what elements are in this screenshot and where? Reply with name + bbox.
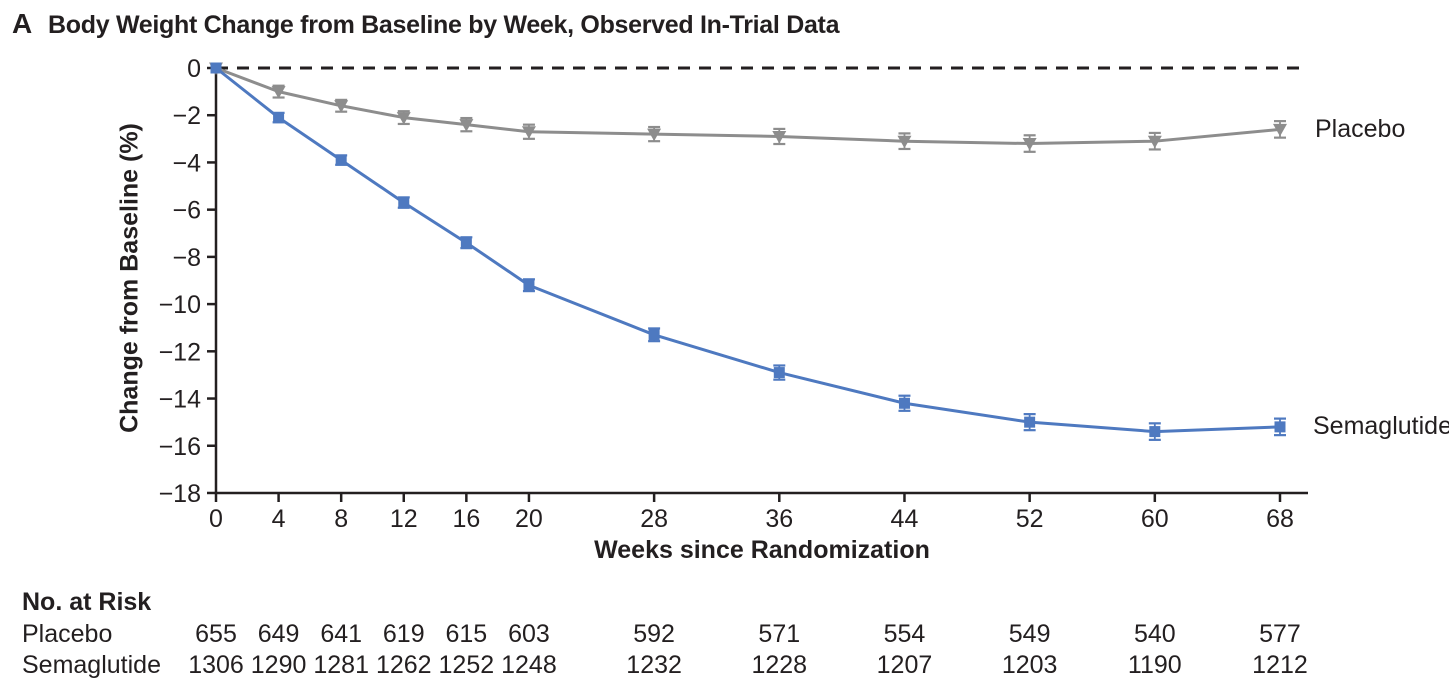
x-tick-label: 68	[1266, 505, 1294, 533]
series-label-placebo: Placebo	[1315, 115, 1406, 143]
at-risk-value: 1212	[1252, 651, 1308, 679]
x-tick-label: 44	[891, 505, 919, 533]
panel-letter: A	[12, 8, 33, 39]
x-tick-label: 20	[515, 505, 543, 533]
at-risk-row-label-semaglutide: Semaglutide	[22, 651, 161, 679]
at-risk-value: 1190	[1127, 651, 1182, 679]
y-tick-label: −12	[159, 338, 201, 366]
data-point-marker-square	[210, 62, 222, 74]
y-tick-label: −2	[172, 102, 201, 130]
data-point-marker-triangle-down	[772, 130, 787, 144]
data-point-marker-square	[460, 237, 472, 249]
data-point-marker-triangle-down	[396, 112, 411, 125]
at-risk-value: 1232	[626, 651, 682, 679]
at-risk-value: 1228	[751, 651, 808, 679]
at-risk-value: 1207	[876, 651, 933, 679]
y-tick-label: −8	[172, 244, 201, 272]
y-tick-label: −10	[159, 291, 201, 319]
series-line	[215, 66, 1281, 146]
at-risk-value: 1262	[375, 651, 432, 679]
at-risk-value: 641	[320, 620, 363, 648]
at-risk-value: 540	[1133, 620, 1176, 648]
at-risk-value: 655	[195, 620, 237, 648]
x-tick-label: 52	[1016, 505, 1044, 533]
at-risk-value: 571	[758, 620, 801, 648]
x-tick-label: 4	[272, 505, 286, 533]
at-risk-header: No. at Risk	[22, 588, 152, 616]
y-tick-label: −18	[159, 480, 201, 508]
at-risk-value: 1306	[188, 651, 244, 679]
data-point-marker-square	[648, 329, 660, 341]
at-risk-row-label-placebo: Placebo	[22, 620, 113, 648]
at-risk-value: 1203	[1001, 651, 1058, 679]
x-tick-label: 60	[1141, 505, 1169, 533]
data-point-marker-square	[773, 367, 785, 379]
x-tick-label: 8	[334, 505, 348, 533]
at-risk-value: 549	[1008, 620, 1051, 648]
at-risk-value: 577	[1259, 620, 1301, 648]
data-point-marker-triangle-down	[1147, 135, 1162, 149]
series-line	[215, 66, 1281, 434]
axes: 0 −2 −4 −6 −8 −10 −12 −14 −16 −18 0 4 8 12 16 20 28 36 44 5…	[159, 55, 1308, 533]
at-risk-value: 592	[633, 620, 675, 648]
chart-title: Body Weight Change from Baseline by Week…	[48, 11, 840, 39]
data-point-marker-square	[1149, 426, 1161, 438]
data-point-marker-triangle-down	[1022, 138, 1037, 151]
series-placebo	[209, 62, 1287, 153]
at-risk-value: 1248	[501, 651, 557, 679]
x-tick-label: 16	[452, 505, 480, 533]
data-point-marker-square	[523, 279, 535, 291]
x-axis-label: Weeks since Randomization	[594, 536, 930, 564]
at-risk-value: 615	[445, 620, 488, 648]
at-risk-value: 649	[257, 620, 300, 648]
y-tick-label: 0	[187, 55, 201, 83]
at-risk-value: 1281	[313, 651, 369, 679]
y-tick-label: −16	[159, 433, 201, 461]
at-risk-value: 1290	[250, 651, 307, 679]
data-point-marker-triangle-down	[521, 126, 536, 139]
data-point-marker-triangle-down	[271, 86, 286, 99]
data-point-marker-triangle-down	[1272, 123, 1287, 137]
data-point-marker-triangle-down	[459, 119, 474, 132]
data-point-marker-square	[335, 154, 347, 166]
data-point-marker-square	[1274, 421, 1286, 433]
x-tick-label: 36	[765, 505, 793, 533]
series-semaglutide	[210, 62, 1286, 441]
at-risk-value: 619	[382, 620, 425, 648]
data-point-marker-square	[898, 397, 910, 409]
data-point-marker-square	[273, 112, 285, 124]
x-tick-label: 12	[390, 505, 418, 533]
x-tick-label: 0	[209, 505, 223, 533]
data-point-marker-square	[1024, 416, 1036, 428]
data-point-marker-triangle-down	[897, 135, 912, 149]
series-label-semaglutide: Semaglutide	[1313, 412, 1449, 440]
y-tick-label: −14	[159, 386, 202, 414]
at-risk-value: 554	[883, 620, 926, 648]
at-risk-value: 603	[508, 620, 550, 648]
y-tick-label: −6	[172, 197, 201, 225]
at-risk-value: 1252	[438, 651, 495, 679]
data-point-marker-triangle-down	[647, 128, 662, 142]
x-tick-label: 28	[640, 505, 668, 533]
data-point-marker-square	[398, 197, 410, 209]
y-tick-label: −4	[172, 149, 201, 177]
data-point-marker-triangle-down	[334, 100, 349, 113]
